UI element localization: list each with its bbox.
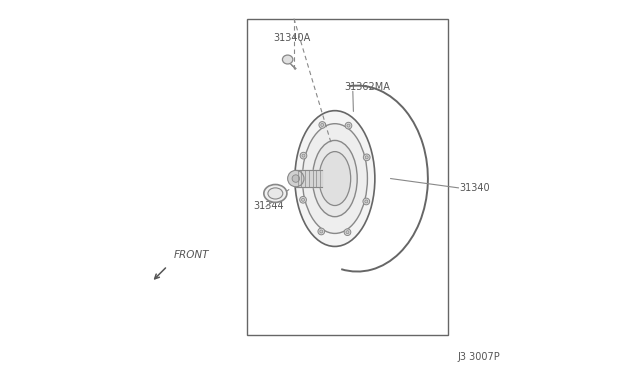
- Text: 31340: 31340: [460, 183, 490, 193]
- Ellipse shape: [268, 188, 283, 199]
- Circle shape: [321, 124, 324, 126]
- Circle shape: [300, 196, 307, 203]
- Circle shape: [302, 154, 305, 157]
- Circle shape: [344, 229, 351, 235]
- Ellipse shape: [319, 152, 351, 205]
- Ellipse shape: [264, 185, 287, 202]
- Text: FRONT: FRONT: [174, 250, 209, 260]
- Text: 31340A: 31340A: [273, 33, 311, 43]
- Circle shape: [365, 200, 368, 203]
- Circle shape: [345, 122, 352, 129]
- Circle shape: [287, 170, 304, 187]
- Circle shape: [300, 152, 307, 159]
- Circle shape: [365, 156, 368, 159]
- Ellipse shape: [312, 140, 357, 217]
- Ellipse shape: [295, 111, 375, 246]
- Circle shape: [363, 198, 370, 205]
- Circle shape: [364, 154, 370, 161]
- Ellipse shape: [302, 124, 367, 234]
- Text: 31362MA: 31362MA: [344, 83, 390, 92]
- Circle shape: [301, 198, 305, 201]
- Circle shape: [347, 124, 350, 127]
- Ellipse shape: [282, 55, 293, 64]
- Circle shape: [319, 122, 326, 128]
- Circle shape: [346, 231, 349, 234]
- Circle shape: [292, 175, 300, 182]
- Text: J3 3007P: J3 3007P: [458, 352, 500, 362]
- Bar: [248, 19, 449, 335]
- Circle shape: [318, 228, 324, 235]
- Text: 31344: 31344: [253, 202, 284, 211]
- Circle shape: [320, 230, 323, 233]
